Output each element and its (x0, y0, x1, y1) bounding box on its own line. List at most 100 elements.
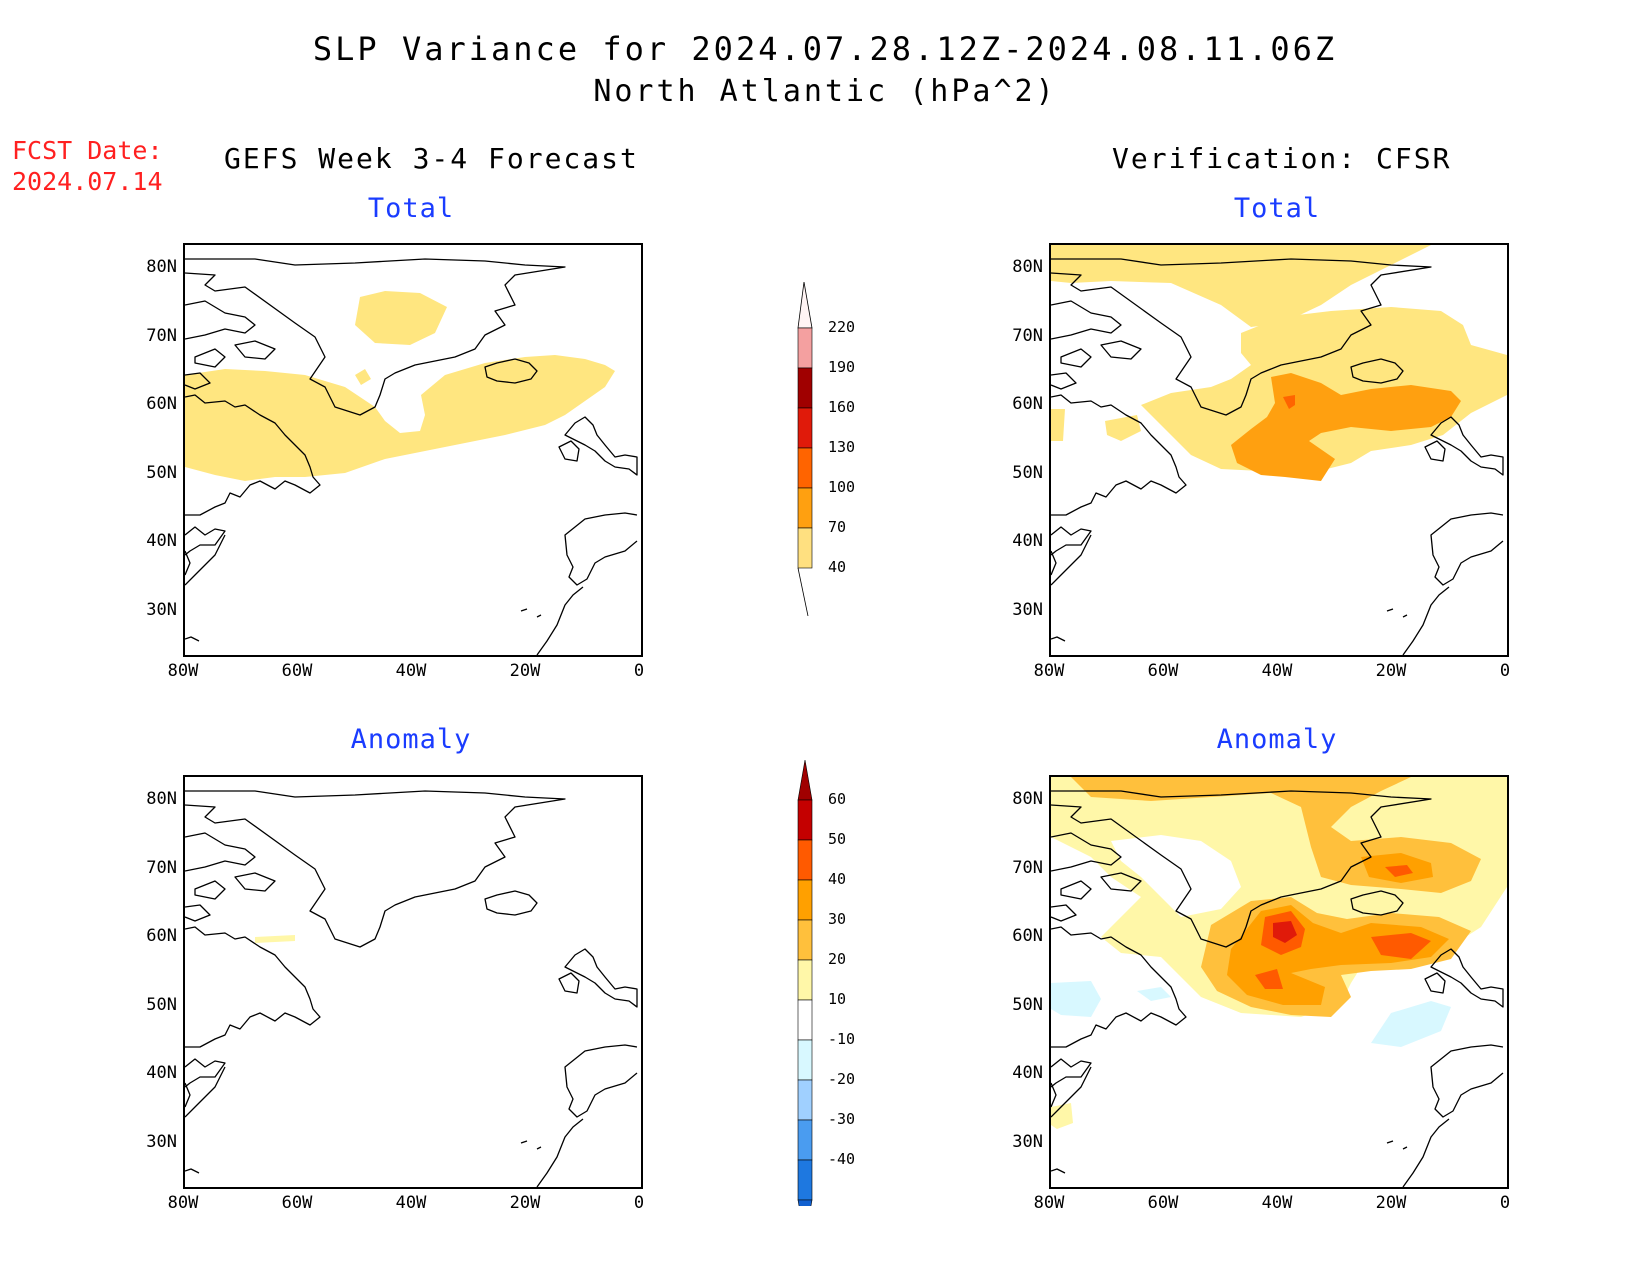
anomaly-colorbar-label: -10 (828, 1030, 856, 1048)
lon-label: 0 (633, 1193, 645, 1213)
main-subtitle: North Atlantic (hPa^2) (593, 74, 1057, 109)
lat-label: 40N (146, 531, 177, 551)
gefs-total-fill-40-70-spot (355, 369, 371, 385)
anomaly-colorbar-segment (797, 999, 813, 1041)
anomaly-colorbar-label: 60 (828, 790, 847, 808)
bottom-right-panel-title: Anomaly (1216, 724, 1338, 755)
lat-label: 50N (146, 462, 177, 483)
anomaly-colorbar-segment (797, 799, 813, 841)
lat-label: 50N (1012, 994, 1043, 1015)
total-colorbar-label: 160 (828, 398, 856, 416)
cfsr-anomaly-fill-50-60 (1273, 921, 1297, 943)
lat-label: 30N (146, 599, 177, 620)
lon-label: 80W (167, 1193, 199, 1213)
lat-label: 70N (1012, 857, 1043, 878)
lon-label: 20W (1375, 661, 1407, 681)
lon-label: 40W (1261, 661, 1293, 681)
lat-label: 60N (146, 394, 177, 414)
total-colorbar-label: 40 (828, 558, 847, 576)
anomaly-colorbar-segment (797, 1079, 813, 1121)
anomaly-colorbar-label: -30 (828, 1110, 856, 1128)
lon-label: 80W (167, 661, 199, 681)
total-colorbar (797, 282, 813, 616)
gefs-anomaly-fill-spot (255, 935, 295, 943)
cfsr-anomaly-fill-40-50-north (1385, 865, 1413, 877)
anomaly-colorbar-segment (797, 1159, 813, 1201)
lat-label: 60N (1012, 926, 1043, 946)
lat-label: 70N (146, 857, 177, 878)
gefs-total-map (183, 243, 643, 657)
cfsr-anomaly-map (1049, 775, 1509, 1189)
total-colorbar-label: 190 (828, 358, 856, 376)
total-colorbar-segment (797, 407, 813, 449)
lat-label: 30N (1012, 1131, 1043, 1152)
anomaly-colorbar-segment (797, 1039, 813, 1081)
total-colorbar-label: 220 (828, 318, 856, 336)
cfsr-total-map (1049, 243, 1509, 657)
lon-label: 0 (1499, 661, 1511, 681)
lat-label: 50N (1012, 462, 1043, 483)
lon-label: 60W (281, 661, 313, 681)
lat-label: 40N (146, 1063, 177, 1083)
lon-label: 40W (395, 1193, 427, 1213)
anomaly-colorbar-bottom-arrow (797, 1199, 813, 1206)
fcst-date-value: 2024.07.14 (12, 167, 163, 196)
lat-label: 70N (146, 325, 177, 346)
anomaly-colorbar-segment (797, 1119, 813, 1161)
bottom-left-panel-title: Anomaly (350, 724, 472, 755)
gefs-anomaly-map (183, 775, 643, 1189)
lat-label: 50N (146, 994, 177, 1015)
gefs-total-fill-40-70 (185, 355, 615, 481)
lat-label: 40N (1012, 1063, 1043, 1083)
top-right-panel-title: Total (1233, 193, 1321, 224)
anomaly-colorbar-segment (797, 879, 813, 921)
lon-label: 20W (509, 661, 541, 681)
lat-label: 80N (146, 789, 177, 809)
lon-label: 60W (281, 1193, 313, 1213)
cfsr-anomaly-fill-40-50-south (1255, 969, 1283, 989)
total-colorbar-label: 130 (828, 438, 856, 456)
anomaly-colorbar (797, 760, 813, 1206)
gefs-anomaly-coastline (185, 790, 638, 1187)
cfsr-anomaly-fill-negative-east (1371, 1001, 1451, 1047)
total-colorbar-label: 70 (828, 518, 847, 536)
cfsr-anomaly-fill-sw (1051, 1103, 1073, 1129)
anomaly-colorbar-segment (797, 919, 813, 961)
cfsr-anomaly-fill-40-50-east (1371, 933, 1431, 959)
anomaly-colorbar-top-arrow (797, 760, 813, 801)
lat-label: 30N (146, 1131, 177, 1152)
total-colorbar-segment (797, 367, 813, 409)
anomaly-colorbar-label: 20 (828, 950, 847, 968)
lon-label: 80W (1033, 661, 1065, 681)
lon-label: 80W (1033, 1193, 1065, 1213)
lat-label: 40N (1012, 531, 1043, 551)
lat-label: 60N (146, 926, 177, 946)
lon-label: 60W (1147, 1193, 1179, 1213)
lon-label: 60W (1147, 661, 1179, 681)
cfsr-anomaly-fill-negative (1051, 981, 1101, 1017)
cfsr-total-fill-west2 (1105, 415, 1141, 441)
lat-label: 80N (1012, 789, 1043, 809)
fcst-date-label: FCST Date: (12, 136, 163, 165)
anomaly-colorbar-label: -40 (828, 1150, 856, 1168)
gefs-total-fill-40-70-north (355, 291, 447, 345)
lat-label: 80N (1012, 257, 1043, 277)
anomaly-colorbar-segment (797, 839, 813, 881)
lon-label: 20W (1375, 1193, 1407, 1213)
lat-label: 30N (1012, 599, 1043, 620)
top-left-panel-title: Total (367, 193, 455, 224)
total-colorbar-segment (797, 327, 813, 369)
lat-label: 80N (146, 257, 177, 277)
total-colorbar-segment (797, 447, 813, 489)
total-colorbar-segment (797, 487, 813, 529)
left-column-title: GEFS Week 3-4 Forecast (224, 142, 639, 175)
cfsr-total-fill-west (1051, 409, 1065, 441)
total-colorbar-bottom-arrow (797, 567, 809, 616)
anomaly-colorbar-segment (797, 959, 813, 1001)
anomaly-colorbar-label: 50 (828, 830, 847, 848)
cfsr-anomaly-fill-negative-mid (1137, 987, 1171, 1001)
anomaly-colorbar-label: 30 (828, 910, 847, 928)
anomaly-colorbar-label: 40 (828, 870, 847, 888)
lon-label: 40W (395, 661, 427, 681)
cfsr-total-fill-100-130 (1283, 395, 1295, 409)
